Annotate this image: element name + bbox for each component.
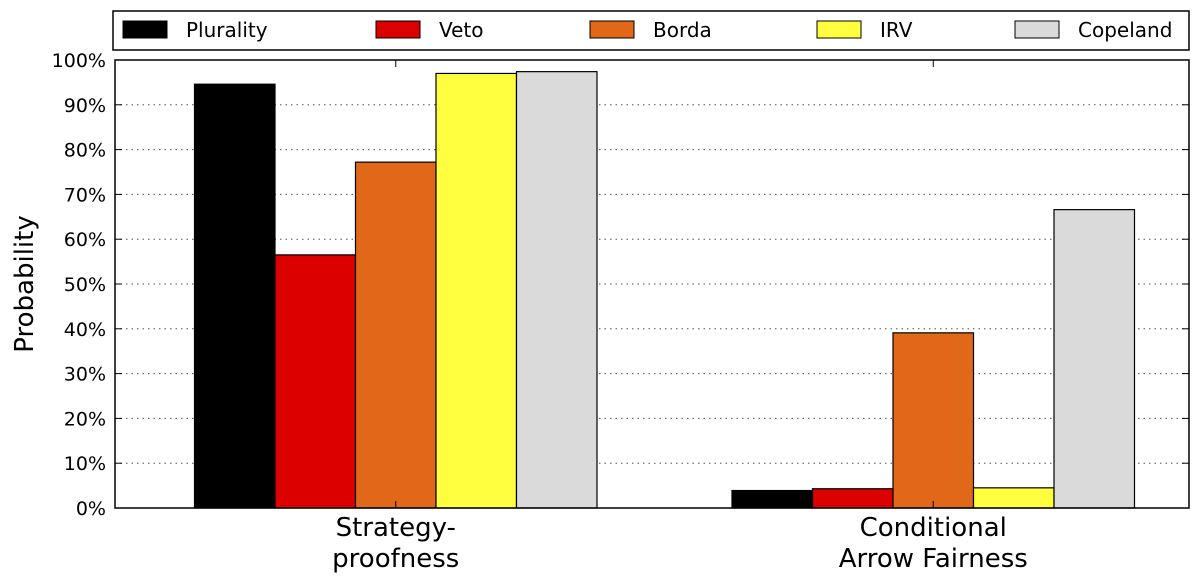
bar-irv: [972, 487, 1055, 509]
bar-veto: [274, 254, 357, 509]
y-axis: 0% 10% 20% 30% 40% 50% 60% 70% 80% 90% 100%: [52, 50, 1189, 520]
legend-label: Veto: [439, 18, 484, 42]
x-tick-label: Arrow Fairness: [839, 544, 1028, 574]
y-tick-label: 60%: [64, 229, 106, 251]
y-tick-label: 30%: [64, 364, 106, 386]
y-tick-label: 50%: [64, 274, 106, 296]
y-tick-label: 80%: [64, 140, 106, 162]
legend-label: Borda: [653, 18, 712, 42]
y-tick-label: 40%: [64, 319, 106, 341]
bar-borda: [354, 161, 437, 509]
y-axis-label: Probability: [10, 215, 40, 352]
legend-swatch-borda: [589, 20, 635, 39]
bars: [193, 71, 1136, 509]
legend-swatch-irv: [816, 20, 862, 39]
y-tick-label: 70%: [64, 184, 106, 206]
legend-label: IRV: [880, 18, 913, 42]
y-tick-label: 90%: [64, 95, 106, 117]
bar-copeland: [1053, 209, 1136, 509]
legend-label: Plurality: [186, 18, 268, 42]
x-tick-label: Conditional: [860, 513, 1007, 543]
y-tick-label: 100%: [52, 50, 106, 72]
legend-swatch-copeland: [1014, 20, 1060, 39]
legend: Plurality Veto Borda IRV Copeland: [112, 10, 1190, 51]
x-tick-label: proofness: [332, 544, 459, 574]
legend-label: Copeland: [1078, 18, 1172, 42]
legend-swatch-plurality: [122, 20, 168, 39]
bar-copeland: [515, 71, 598, 509]
x-tick-label: Strategy-: [336, 513, 456, 543]
y-tick-label: 0%: [76, 498, 106, 520]
y-tick-label: 20%: [64, 408, 106, 430]
bar-plurality: [193, 83, 276, 509]
bar-plurality: [731, 489, 814, 509]
y-tick-label: 10%: [64, 453, 106, 475]
legend-swatch-veto: [375, 20, 421, 39]
bar-veto: [811, 488, 894, 509]
bar-borda: [892, 332, 975, 509]
bar-irv: [435, 72, 518, 509]
legend-frame: [112, 10, 1190, 51]
